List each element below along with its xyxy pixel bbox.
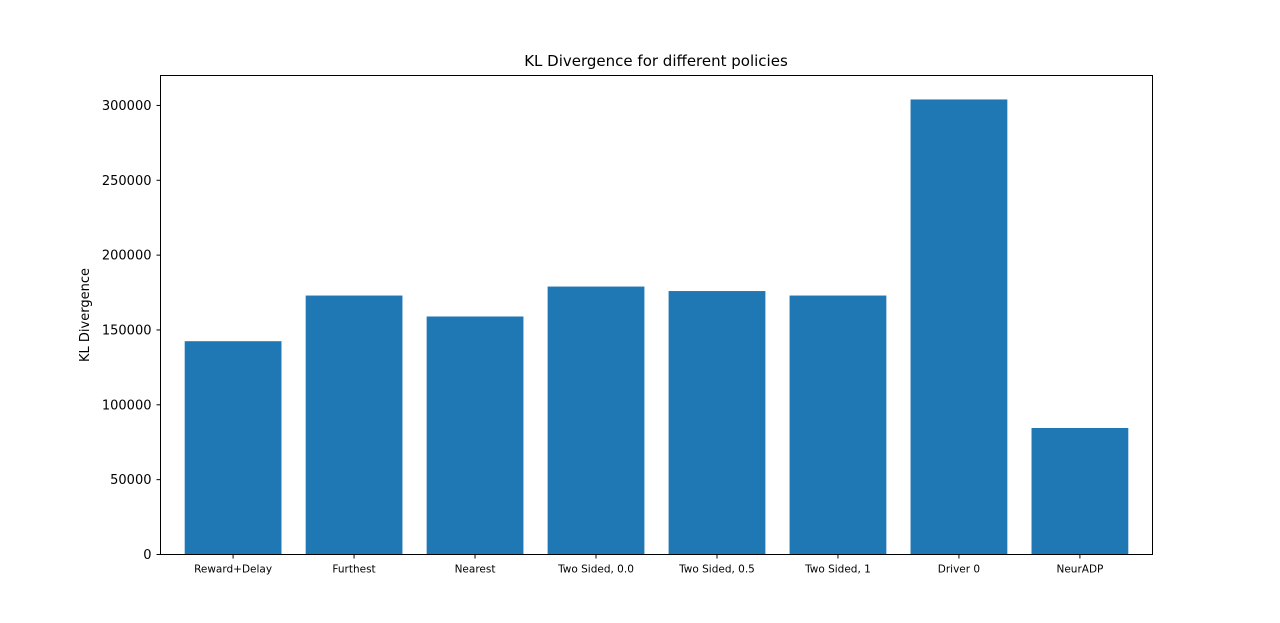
y-tick-label: 200000	[102, 249, 152, 264]
x-tick-label: Two Sided, 1	[804, 564, 871, 576]
y-tick-label: 0	[143, 548, 151, 563]
bar-driver-0	[910, 99, 1008, 555]
bars-group	[184, 99, 1129, 555]
chart-title: KL Divergence for different policies	[524, 52, 788, 70]
bar-nearest	[426, 316, 524, 555]
bar-two-sided-1	[789, 295, 887, 555]
x-tick-label: Two Sided, 0.5	[678, 564, 755, 576]
x-tick-label: NeurADP	[1056, 564, 1103, 576]
y-axis-label: KL Divergence	[78, 268, 93, 362]
bar-two-sided-0-0	[547, 286, 645, 555]
x-tick-label: Two Sided, 0.0	[557, 564, 634, 576]
x-tick-label: Driver 0	[938, 564, 980, 576]
y-tick-label: 100000	[102, 398, 152, 413]
x-tick-label: Furthest	[332, 564, 375, 576]
y-tick-label: 50000	[110, 473, 151, 488]
y-axis-ticks: 0 50000 100000 150000 200000 250000 300000	[102, 99, 161, 563]
x-tick-label: Nearest	[455, 564, 496, 576]
y-tick-label: 300000	[102, 99, 152, 114]
x-axis-ticks: Reward+Delay Furthest Nearest Two Sided, 0.…	[194, 554, 1103, 576]
bar-two-sided-0-5	[668, 291, 766, 555]
y-tick-label: 150000	[102, 323, 152, 338]
bar-neuradp	[1031, 428, 1129, 555]
bar-reward-delay	[184, 341, 282, 555]
bar-furthest	[305, 295, 403, 555]
x-tick-label: Reward+Delay	[194, 564, 272, 576]
plot-area-frame	[160, 75, 1153, 555]
y-tick-label: 250000	[102, 174, 152, 189]
